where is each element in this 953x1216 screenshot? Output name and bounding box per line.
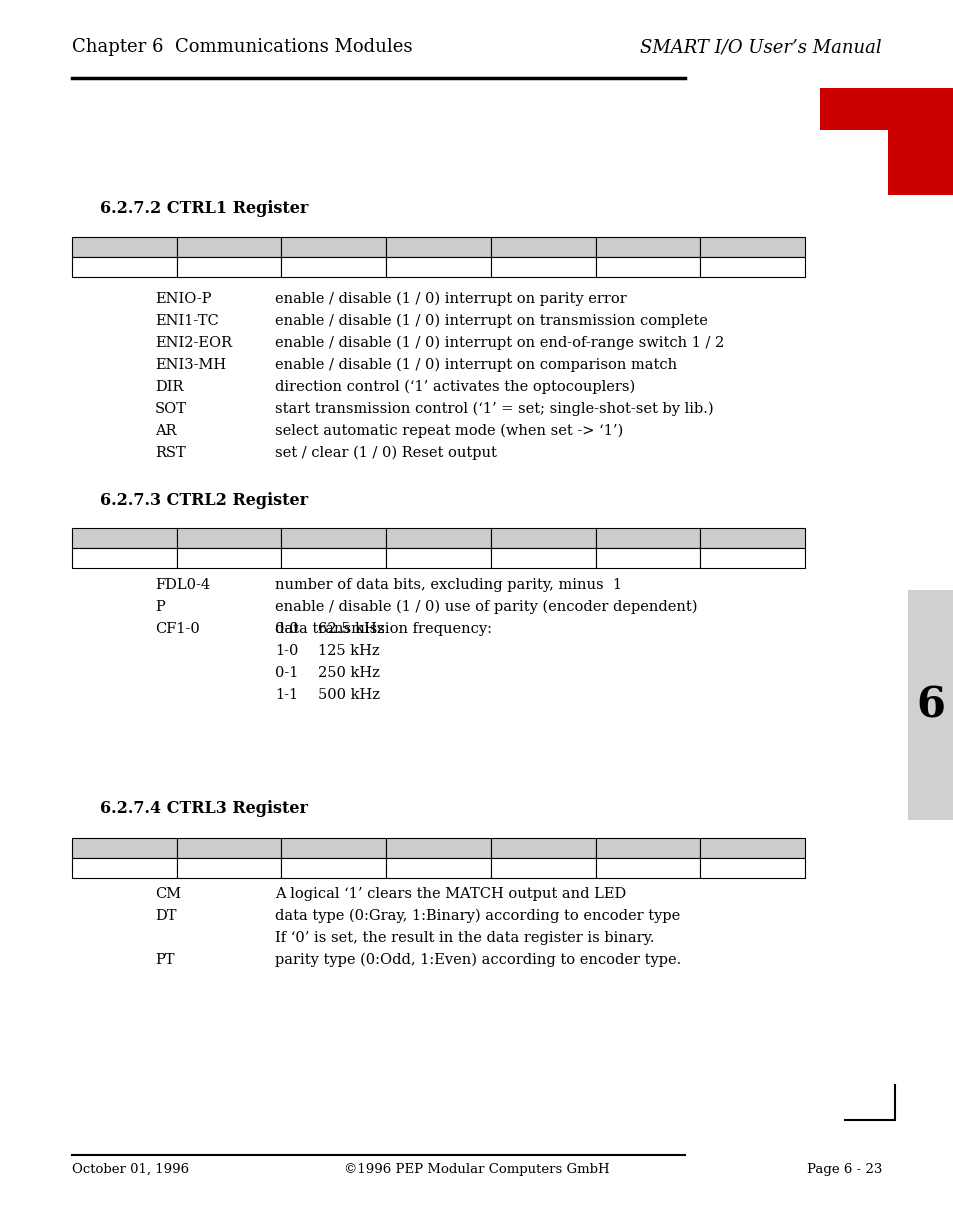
Bar <box>71 548 176 568</box>
Text: 6: 6 <box>916 683 944 726</box>
Text: 1-0: 1-0 <box>274 644 298 658</box>
Bar <box>907 590 953 820</box>
Text: ©1996 PEP Modular Computers GmbH: ©1996 PEP Modular Computers GmbH <box>344 1162 609 1176</box>
Bar <box>700 237 804 257</box>
Bar <box>491 858 595 878</box>
Text: enable / disable (1 / 0) interrupt on end-of-range switch 1 / 2: enable / disable (1 / 0) interrupt on en… <box>274 336 723 350</box>
Text: 0-0: 0-0 <box>274 623 298 636</box>
Bar <box>491 237 595 257</box>
Bar <box>281 257 386 277</box>
Bar <box>386 528 491 548</box>
Bar <box>281 838 386 858</box>
Text: data type (0:Gray, 1:Binary) according to encoder type: data type (0:Gray, 1:Binary) according t… <box>274 910 679 923</box>
Bar <box>386 838 491 858</box>
Text: DIR: DIR <box>154 379 183 394</box>
Text: FDL0-4: FDL0-4 <box>154 578 210 592</box>
Text: enable / disable (1 / 0) interrupt on parity error: enable / disable (1 / 0) interrupt on pa… <box>274 292 626 306</box>
Text: October 01, 1996: October 01, 1996 <box>71 1162 189 1176</box>
Text: enable / disable (1 / 0) use of parity (encoder dependent): enable / disable (1 / 0) use of parity (… <box>274 599 697 614</box>
Text: start transmission control (‘1’ = set; single-shot-set by lib.): start transmission control (‘1’ = set; s… <box>274 402 713 416</box>
Text: 250 kHz: 250 kHz <box>317 666 379 680</box>
Text: CM: CM <box>154 886 181 901</box>
Bar <box>595 237 700 257</box>
Bar <box>700 838 804 858</box>
Text: CF1-0: CF1-0 <box>154 623 199 636</box>
Text: 500 kHz: 500 kHz <box>317 688 379 702</box>
Text: DT: DT <box>154 910 176 923</box>
Bar <box>71 528 176 548</box>
Text: SOT: SOT <box>154 402 187 416</box>
Text: A logical ‘1’ clears the MATCH output and LED: A logical ‘1’ clears the MATCH output an… <box>274 886 625 901</box>
Bar <box>595 858 700 878</box>
Bar <box>281 548 386 568</box>
Bar <box>71 838 176 858</box>
Bar <box>595 257 700 277</box>
Text: direction control (‘1’ activates the optocouplers): direction control (‘1’ activates the opt… <box>274 379 635 394</box>
Bar <box>176 548 281 568</box>
Text: select automatic repeat mode (when set -> ‘1’): select automatic repeat mode (when set -… <box>274 424 622 439</box>
Bar <box>281 858 386 878</box>
Text: data transmission frequency:: data transmission frequency: <box>274 623 492 636</box>
Bar <box>281 528 386 548</box>
Bar <box>700 548 804 568</box>
Text: 6.2.7.3 CTRL2 Register: 6.2.7.3 CTRL2 Register <box>100 492 308 510</box>
Bar <box>176 858 281 878</box>
Bar <box>887 88 953 195</box>
Text: ENIO-P: ENIO-P <box>154 292 212 306</box>
Text: 125 kHz: 125 kHz <box>317 644 379 658</box>
Bar <box>700 257 804 277</box>
Text: 1-1: 1-1 <box>274 688 297 702</box>
Bar <box>71 858 176 878</box>
Bar <box>491 838 595 858</box>
Bar <box>176 528 281 548</box>
Text: 62.5 kHz: 62.5 kHz <box>317 623 384 636</box>
Bar <box>700 528 804 548</box>
Bar <box>700 858 804 878</box>
Bar <box>386 257 491 277</box>
Text: Page 6 - 23: Page 6 - 23 <box>806 1162 882 1176</box>
Bar <box>386 548 491 568</box>
Text: enable / disable (1 / 0) interrupt on comparison match: enable / disable (1 / 0) interrupt on co… <box>274 358 677 372</box>
Bar <box>491 548 595 568</box>
Bar <box>820 88 953 130</box>
Text: 6.2.7.4 CTRL3 Register: 6.2.7.4 CTRL3 Register <box>100 800 308 817</box>
Text: SMART I/O User’s Manual: SMART I/O User’s Manual <box>639 38 882 56</box>
Bar <box>71 257 176 277</box>
Bar <box>595 838 700 858</box>
Bar <box>595 548 700 568</box>
Text: enable / disable (1 / 0) interrupt on transmission complete: enable / disable (1 / 0) interrupt on tr… <box>274 314 707 328</box>
Text: ENI1-TC: ENI1-TC <box>154 314 218 328</box>
Bar <box>491 257 595 277</box>
Bar <box>386 858 491 878</box>
Text: ENI2-EOR: ENI2-EOR <box>154 336 232 350</box>
Text: ENI3-MH: ENI3-MH <box>154 358 226 372</box>
Text: AR: AR <box>154 424 176 438</box>
Text: 6.2.7.2 CTRL1 Register: 6.2.7.2 CTRL1 Register <box>100 199 308 216</box>
Bar <box>595 528 700 548</box>
Text: parity type (0:Odd, 1:Even) according to encoder type.: parity type (0:Odd, 1:Even) according to… <box>274 953 680 968</box>
Bar <box>491 528 595 548</box>
Bar <box>176 838 281 858</box>
Text: If ‘0’ is set, the result in the data register is binary.: If ‘0’ is set, the result in the data re… <box>274 931 654 945</box>
Text: RST: RST <box>154 446 186 460</box>
Text: number of data bits, excluding parity, minus  1: number of data bits, excluding parity, m… <box>274 578 621 592</box>
Bar <box>281 237 386 257</box>
Bar <box>176 257 281 277</box>
Bar <box>71 237 176 257</box>
Bar <box>176 237 281 257</box>
Text: set / clear (1 / 0) Reset output: set / clear (1 / 0) Reset output <box>274 446 497 461</box>
Text: 0-1: 0-1 <box>274 666 298 680</box>
Text: Chapter 6  Communications Modules: Chapter 6 Communications Modules <box>71 38 412 56</box>
Bar <box>386 237 491 257</box>
Text: P: P <box>154 599 165 614</box>
Text: PT: PT <box>154 953 174 967</box>
